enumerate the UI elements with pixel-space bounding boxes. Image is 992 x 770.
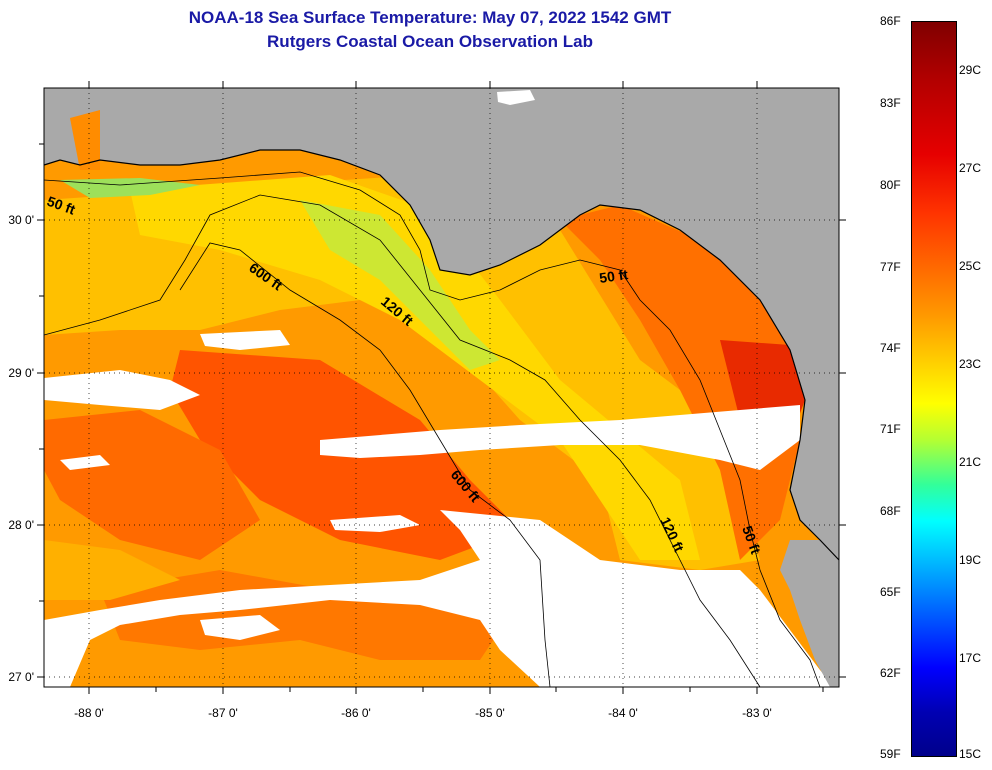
cloud-patch-small <box>60 455 110 470</box>
chart-subtitle: Rutgers Coastal Ocean Observation Lab <box>267 32 593 51</box>
colorbar-label-f: 74F <box>880 341 901 355</box>
colorbar-label-f: 59F <box>880 747 901 761</box>
tick-marks <box>37 81 846 694</box>
colorbar-label-f: 71F <box>880 422 901 436</box>
cloud-patch-north <box>200 330 290 350</box>
colorbar-label-f: 65F <box>880 585 901 599</box>
cloud-band-central <box>320 405 800 470</box>
x-axis-labels: -88 0' -87 0' -86 0' -85 0' -84 0' -83 0… <box>74 706 772 720</box>
land-bay-water <box>70 110 100 170</box>
map-border <box>43 87 840 688</box>
y-tick-label: 27 0' <box>8 670 34 684</box>
chart-title: NOAA-18 Sea Surface Temperature: May 07,… <box>188 8 672 27</box>
contour-600ft <box>179 242 551 688</box>
y-tick-label: 29 0' <box>8 366 34 380</box>
colorbar-label-f: 83F <box>880 96 901 110</box>
land-white-patch <box>497 90 535 105</box>
x-tick-label: -83 0' <box>742 706 772 720</box>
land-north-coast <box>44 88 839 560</box>
colorbar-label-f: 86F <box>880 14 901 28</box>
colorbar-label-c: 23C <box>959 357 982 371</box>
colorbar-label-c: 25C <box>959 259 982 273</box>
y-tick-label: 30 0' <box>8 213 34 227</box>
coastline <box>43 149 840 561</box>
sst-redorange-west <box>44 410 260 560</box>
x-tick-label: -84 0' <box>608 706 638 720</box>
cloud-south-large <box>44 510 835 687</box>
y-axis-labels: 30 0' 29 0' 28 0' 27 0' <box>8 213 34 684</box>
colorbar-label-f: 62F <box>880 666 901 680</box>
y-tick-label: 28 0' <box>8 518 34 532</box>
colorbar-label-c: 27C <box>959 161 982 175</box>
x-tick-label: -87 0' <box>208 706 238 720</box>
contour-label-50ft-bigbend: 50 ft <box>598 266 629 286</box>
land-mass <box>44 88 839 687</box>
contour-50ft <box>43 171 821 688</box>
x-tick-label: -86 0' <box>341 706 371 720</box>
cloud-strip-mid <box>330 515 420 532</box>
colorbar-label-c: 29C <box>959 63 982 77</box>
sst-orange-east <box>560 205 800 560</box>
sst-orange-south <box>100 570 500 660</box>
sst-yellow-southwest <box>44 540 180 600</box>
land-florida-southeast <box>780 540 839 687</box>
colorbar-label-f: 80F <box>880 178 901 192</box>
sst-yellow-shelf <box>130 175 700 560</box>
colorbar-label-c: 21C <box>959 455 982 469</box>
x-tick-label: -85 0' <box>475 706 505 720</box>
colorbar-label-c: 19C <box>959 553 982 567</box>
cloud-mask <box>44 330 835 687</box>
colorbar-label-f: 68F <box>880 504 901 518</box>
colorbar-label-c: 15C <box>959 747 982 761</box>
x-tick-label: -88 0' <box>74 706 104 720</box>
cloud-southwest <box>200 615 280 640</box>
colorbar-label-c: 17C <box>959 651 982 665</box>
contour-120ft <box>43 194 761 688</box>
cloud-strip-west <box>44 370 200 410</box>
colorbar-label-f: 77F <box>880 260 901 274</box>
temperature-colorbar <box>911 21 957 757</box>
